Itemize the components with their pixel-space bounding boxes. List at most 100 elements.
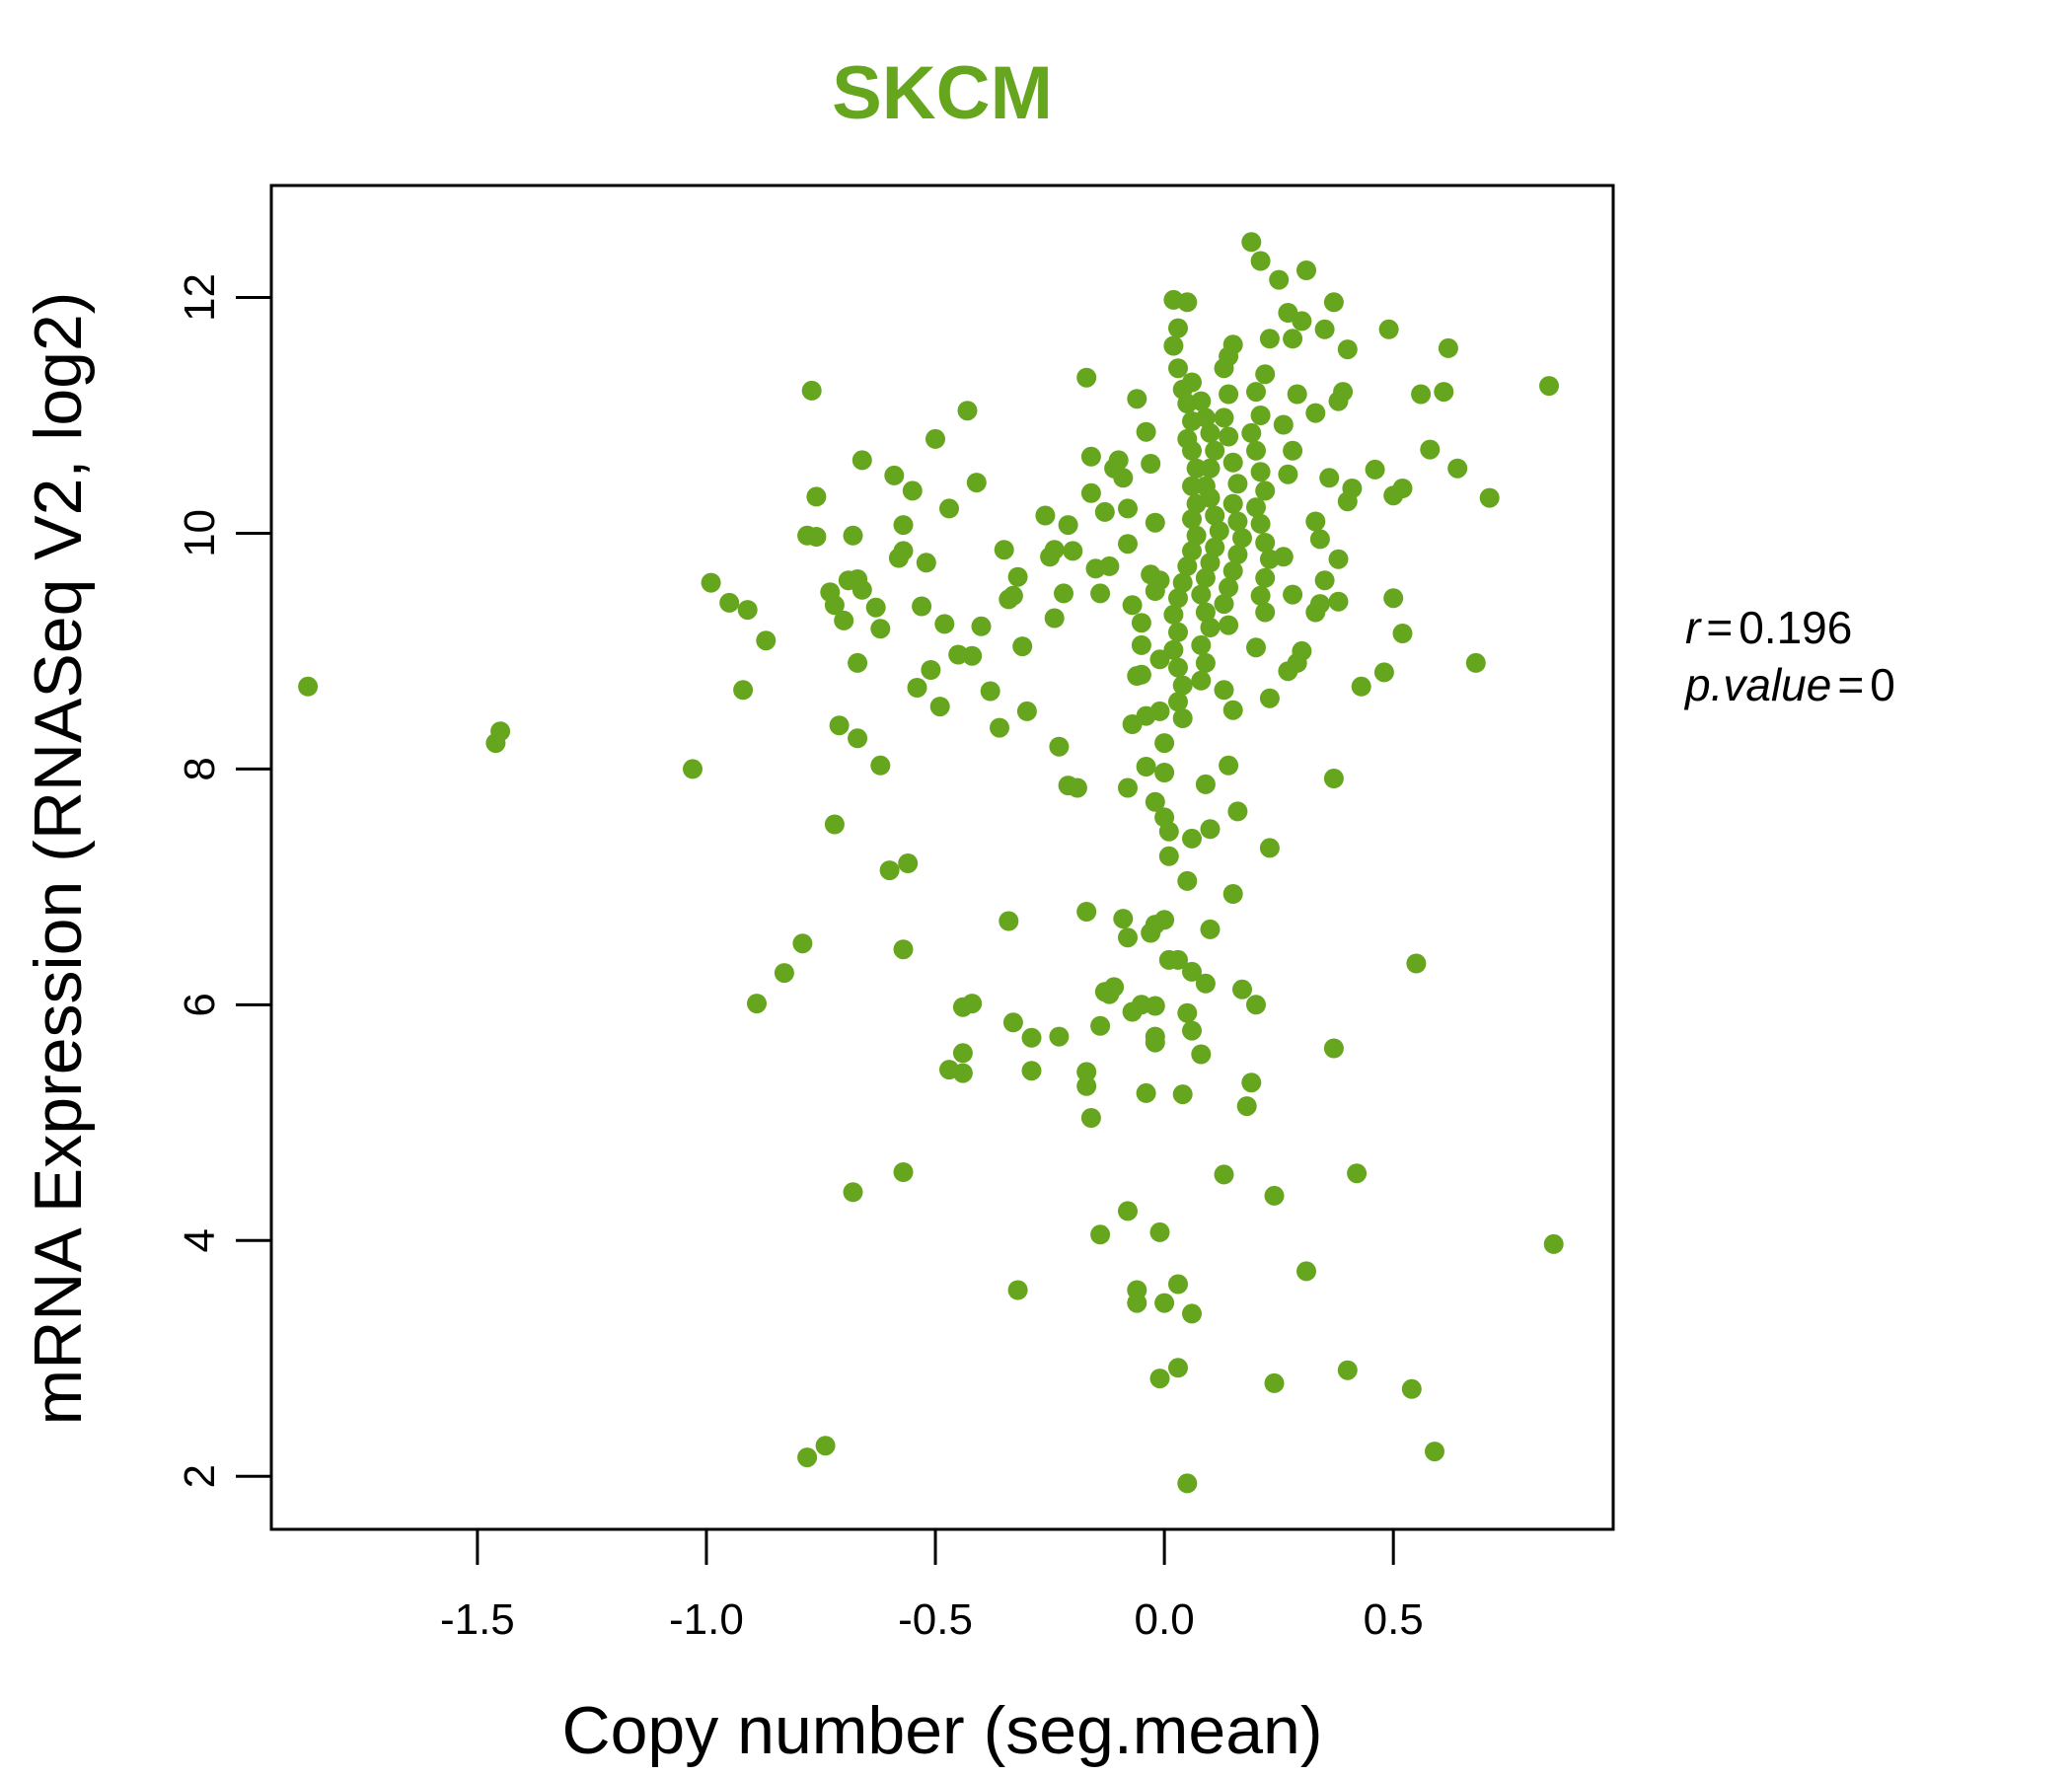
data-point xyxy=(1259,838,1280,858)
data-point xyxy=(1351,676,1371,697)
correlation-stats: r = 0.196 p.value = 0 xyxy=(1683,602,1895,710)
data-point xyxy=(1373,662,1394,683)
data-point xyxy=(1241,422,1262,443)
y-tick-label: 12 xyxy=(176,273,224,322)
data-point xyxy=(1080,482,1101,503)
data-point xyxy=(1154,1293,1175,1313)
data-point xyxy=(1172,708,1193,728)
data-point xyxy=(1222,452,1243,473)
data-point xyxy=(1305,403,1326,423)
data-point xyxy=(1200,819,1221,840)
data-point xyxy=(1063,541,1083,561)
data-point xyxy=(1246,382,1266,403)
data-point xyxy=(733,680,754,701)
data-point xyxy=(824,595,845,616)
data-point xyxy=(1177,870,1198,891)
data-point xyxy=(1401,1378,1422,1399)
data-point xyxy=(1255,533,1276,553)
data-point xyxy=(1227,545,1248,564)
data-point xyxy=(1195,602,1216,623)
data-point xyxy=(1067,777,1087,798)
data-point xyxy=(1195,567,1216,588)
data-point xyxy=(990,717,1009,738)
data-point xyxy=(1149,1221,1170,1242)
points-layer xyxy=(298,232,1564,1494)
data-point xyxy=(1296,1261,1316,1282)
data-point xyxy=(934,614,955,634)
data-point xyxy=(1191,584,1212,605)
data-point xyxy=(1392,479,1413,498)
data-point xyxy=(1168,318,1188,338)
data-point xyxy=(865,597,886,618)
data-point xyxy=(1287,384,1307,405)
data-point xyxy=(1104,977,1125,998)
data-point xyxy=(893,541,914,561)
data-point xyxy=(1323,1038,1344,1059)
data-point xyxy=(1205,537,1225,557)
plot-frame xyxy=(269,184,1615,1531)
data-point xyxy=(1283,584,1303,605)
x-tick-label: 0.0 xyxy=(1135,1595,1195,1644)
data-point xyxy=(1122,595,1143,616)
data-point xyxy=(1035,505,1056,526)
data-point xyxy=(1296,260,1316,280)
data-point xyxy=(939,498,959,519)
data-point xyxy=(1136,421,1156,442)
data-point xyxy=(907,678,927,698)
data-point xyxy=(884,465,905,485)
data-point xyxy=(1172,675,1193,696)
data-point xyxy=(1076,367,1097,388)
data-point xyxy=(921,660,941,680)
data-point xyxy=(1411,384,1432,405)
data-point xyxy=(1191,670,1212,691)
y-axis: 2 4 6 8 10 12 xyxy=(176,273,273,1488)
data-point xyxy=(1209,521,1229,542)
data-point xyxy=(1214,1164,1234,1185)
data-point xyxy=(1145,791,1165,812)
data-point xyxy=(1145,512,1165,533)
data-point xyxy=(806,486,827,507)
data-point xyxy=(1309,529,1330,550)
data-point xyxy=(1118,777,1138,798)
data-point xyxy=(1259,329,1280,349)
data-point xyxy=(815,1436,836,1456)
data-point xyxy=(1250,462,1271,482)
data-point xyxy=(1154,910,1175,930)
data-point xyxy=(1337,339,1358,360)
y-tick-label: 6 xyxy=(176,993,224,1016)
data-point xyxy=(1264,1185,1285,1206)
data-point xyxy=(1118,1201,1138,1221)
data-point xyxy=(490,721,511,742)
data-point xyxy=(1227,511,1248,532)
data-point xyxy=(701,572,721,593)
data-point xyxy=(1149,649,1170,670)
r-symbol: r xyxy=(1685,602,1702,653)
data-point xyxy=(870,755,891,776)
data-point xyxy=(1227,801,1248,822)
data-point xyxy=(797,1447,818,1468)
data-point xyxy=(1058,515,1078,536)
data-point xyxy=(1168,588,1188,609)
data-point xyxy=(898,853,919,873)
data-point xyxy=(1002,1012,1023,1033)
data-point xyxy=(829,715,850,736)
data-point xyxy=(1108,450,1129,471)
data-point xyxy=(801,380,822,401)
data-point xyxy=(1222,334,1243,355)
data-point xyxy=(1250,406,1271,425)
data-point xyxy=(994,540,1014,560)
data-point xyxy=(1420,439,1441,460)
data-point xyxy=(1177,555,1198,576)
data-point xyxy=(1168,692,1188,712)
y-tick-label: 4 xyxy=(176,1228,224,1252)
data-point xyxy=(851,579,872,600)
data-point xyxy=(1044,608,1065,629)
data-point xyxy=(929,697,950,717)
data-point xyxy=(1273,547,1294,567)
data-point xyxy=(1200,618,1221,637)
data-point xyxy=(1205,505,1225,526)
data-point xyxy=(1090,1015,1111,1036)
data-point xyxy=(1090,583,1111,604)
data-point xyxy=(1246,995,1266,1015)
